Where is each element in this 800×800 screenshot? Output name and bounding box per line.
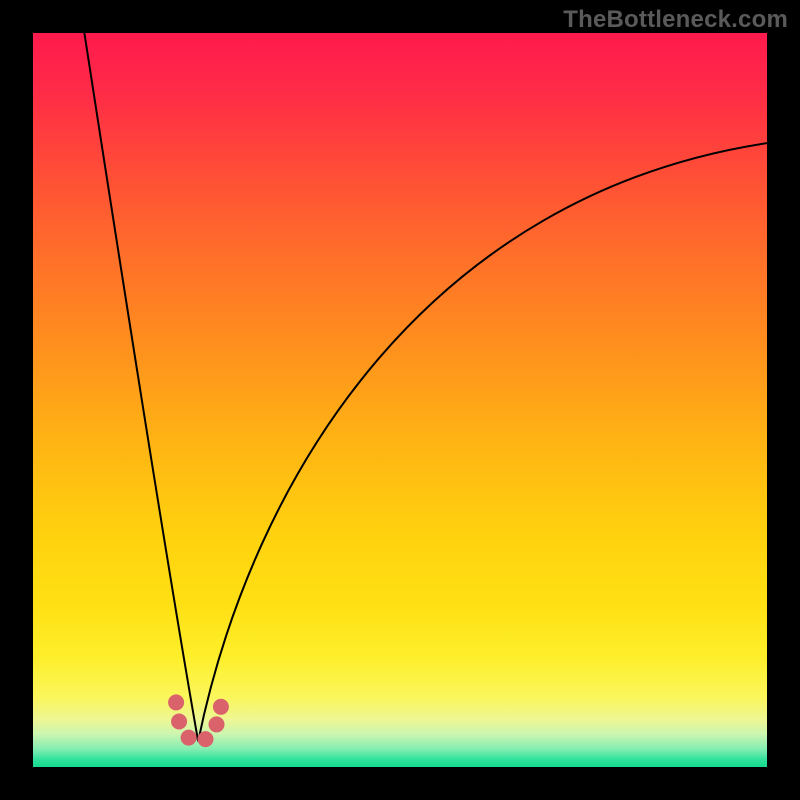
valley-marker (181, 730, 197, 746)
watermark-text: TheBottleneck.com (563, 6, 788, 34)
plot-area (33, 33, 767, 767)
figure-container: { "watermark": { "text": "TheBottleneck.… (0, 0, 800, 800)
valley-marker (213, 699, 229, 715)
valley-marker (197, 731, 213, 747)
valley-marker (168, 694, 184, 710)
chart-background (33, 33, 767, 767)
valley-marker (209, 716, 225, 732)
valley-marker (171, 713, 187, 729)
chart-svg (33, 33, 767, 767)
